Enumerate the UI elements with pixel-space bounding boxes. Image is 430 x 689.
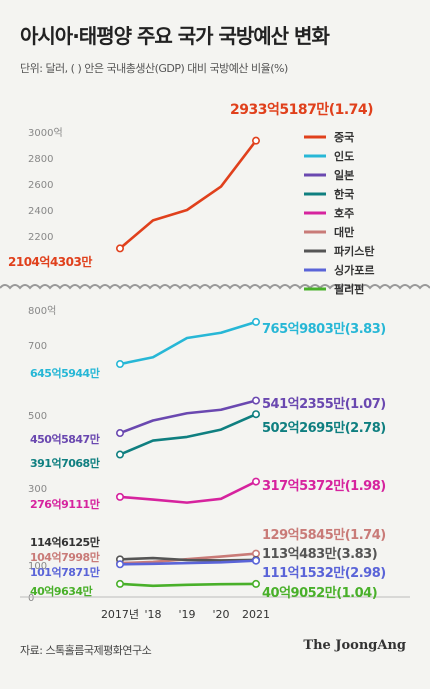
x-tick-label: '18 — [144, 608, 161, 621]
chart-subtitle: 단위: 달러, ( ) 안은 국내총생산(GDP) 대비 국방예산 비율(%) — [20, 62, 288, 75]
end-value-label: 765억9803만(3.83) — [262, 321, 386, 337]
end-value-label: 541억2355만(1.07) — [262, 396, 386, 412]
start-value-label: 114억6125만 — [30, 535, 100, 549]
x-tick-label: 2021 — [242, 608, 270, 621]
legend-entry: 필리핀 — [334, 282, 364, 296]
end-value-label: 111억1532만(2.98) — [262, 565, 386, 581]
series-line-한국 — [119, 413, 257, 456]
axis-break — [0, 284, 430, 290]
data-point — [252, 556, 261, 565]
x-tick-label: 2017년 — [101, 608, 139, 621]
end-value-label: 317억5372만(1.98) — [262, 478, 386, 494]
legend-entry: 파키스탄 — [334, 244, 374, 258]
end-value-label: 113억483만(3.83) — [262, 546, 377, 562]
y-tick-label: 2800 — [28, 154, 53, 165]
series-line-인도 — [119, 320, 257, 366]
y-tick-label: 2200 — [28, 232, 53, 243]
end-value-label: 40억9052만(1.04) — [262, 585, 377, 601]
data-point — [252, 579, 261, 588]
end-value-label: 129억5845만(1.74) — [262, 527, 386, 543]
source-note: 자료: 스톡홀름국제평화연구소 — [20, 644, 152, 657]
legend-entry: 중국 — [334, 131, 354, 144]
x-tick-label: '19 — [178, 608, 195, 621]
data-point — [252, 136, 261, 145]
data-point — [252, 410, 261, 419]
end-value-label: 2933억5187만(1.74) — [230, 102, 373, 118]
x-tick-label: '20 — [212, 608, 229, 621]
series-line-호주 — [119, 480, 257, 504]
y-tick-label: 500 — [28, 411, 47, 422]
end-value-label: 502억2695만(2.78) — [262, 420, 386, 436]
chart-title: 아시아·태평양 주요 국가 국방예산 변화 — [20, 24, 330, 48]
data-point — [252, 317, 261, 326]
legend-entry: 일본 — [334, 168, 354, 182]
legend-entry: 인도 — [334, 149, 354, 163]
start-value-label: 2104억4303만 — [8, 254, 92, 269]
data-point — [116, 560, 125, 569]
y-tick-label: 2600 — [28, 180, 53, 191]
data-point — [252, 549, 261, 558]
data-point — [116, 244, 125, 253]
y-tick-label: 700 — [28, 341, 47, 352]
legend-entry: 싱가포르 — [334, 263, 374, 277]
start-value-label: 104억7998만 — [30, 550, 100, 564]
y-tick-label: 100 — [28, 561, 47, 572]
data-point — [116, 429, 125, 438]
series-line-싱가포르 — [119, 559, 257, 566]
data-point — [116, 579, 125, 588]
publisher-logo: The JoongAng — [303, 638, 406, 653]
start-value-label: 450억5847만 — [30, 432, 100, 446]
y-tick-label: 300 — [28, 484, 47, 495]
start-value-label: 101억7871만 — [30, 565, 100, 579]
start-value-label: 276억9111만 — [30, 497, 100, 511]
y-tick-label: 0 — [28, 593, 34, 604]
legend-entry: 대만 — [334, 225, 354, 239]
y-tick-label: 2400 — [28, 206, 53, 217]
series-line-중국 — [119, 139, 258, 250]
series-line-필리핀 — [119, 582, 257, 588]
data-point — [252, 396, 261, 405]
legend-entry: 한국 — [334, 187, 354, 201]
start-value-label: 645억5944만 — [30, 366, 100, 380]
series-line-파키스탄 — [119, 556, 257, 562]
data-point — [116, 492, 125, 501]
y-tick-label: 3000억 — [28, 127, 63, 139]
y-tick-label: 800억 — [28, 305, 56, 317]
start-value-label: 391억7068만 — [30, 456, 100, 470]
series-line-일본 — [119, 399, 257, 435]
start-value-label: 40억9634만 — [30, 584, 93, 598]
legend-entry: 호주 — [334, 206, 354, 220]
data-point — [116, 450, 125, 459]
data-point — [116, 360, 125, 369]
data-point — [252, 477, 261, 486]
